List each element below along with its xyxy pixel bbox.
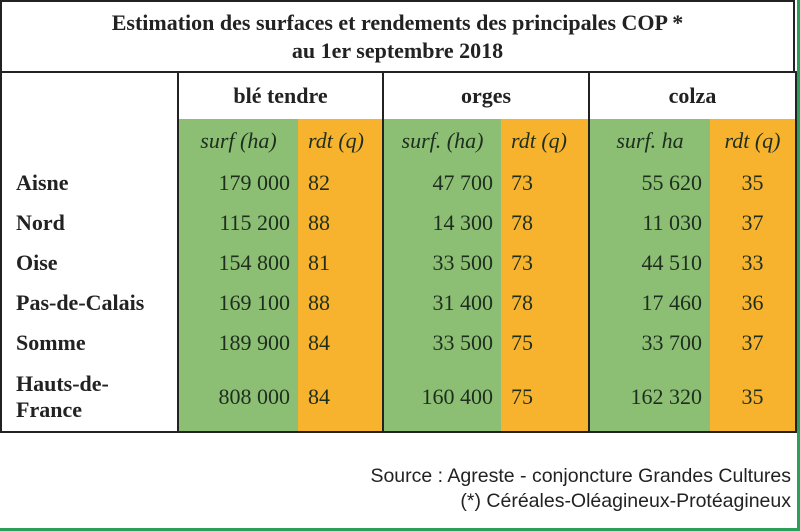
ble-surf-cell: 115 200 xyxy=(177,203,298,243)
ble-surf-cell: 808 000 xyxy=(177,363,298,433)
orges-surf-cell: 14 300 xyxy=(382,203,501,243)
ble-surf-header: surf (ha) xyxy=(177,119,298,163)
orges-surf-cell: 33 500 xyxy=(382,243,501,283)
colza-rdt-cell: 36 xyxy=(710,283,797,323)
colza-surf-header: surf. ha xyxy=(588,119,710,163)
table-row: Somme 189 900 84 33 500 75 33 700 37 xyxy=(0,323,797,363)
orges-rdt-cell: 75 xyxy=(501,363,589,433)
orges-surf-cell: 160 400 xyxy=(382,363,501,433)
region-label: Aisne xyxy=(0,163,178,203)
ble-rdt-cell: 88 xyxy=(298,203,383,243)
orges-rdt-cell: 78 xyxy=(501,283,589,323)
region-label: Hauts-de- France xyxy=(0,363,178,433)
title-line-2: au 1er septembre 2018 xyxy=(291,38,504,63)
colza-rdt-cell: 37 xyxy=(710,323,797,363)
group-ble-tendre: blé tendre xyxy=(177,71,383,119)
colza-rdt-header: rdt (q) xyxy=(710,119,797,163)
ble-rdt-cell: 84 xyxy=(298,323,383,363)
ble-rdt-cell: 88 xyxy=(298,283,383,323)
ble-surf-cell: 189 900 xyxy=(177,323,298,363)
group-colza: colza xyxy=(588,71,797,119)
table-row: Oise 154 800 81 33 500 73 44 510 33 xyxy=(0,243,797,283)
orges-surf-cell: 31 400 xyxy=(382,283,501,323)
colza-surf-cell: 11 030 xyxy=(588,203,710,243)
table-row: Aisne 179 000 82 47 700 73 55 620 35 xyxy=(0,163,797,203)
corner-cell xyxy=(0,71,179,163)
region-label: Pas-de-Calais xyxy=(0,283,178,323)
ble-rdt-cell: 84 xyxy=(298,363,383,433)
title-line-1: Estimation des surfaces et rendements de… xyxy=(111,10,684,35)
orges-rdt-cell: 75 xyxy=(501,323,589,363)
region-label: Somme xyxy=(0,323,178,363)
footer: Source : Agreste - conjoncture Grandes C… xyxy=(370,464,791,514)
orges-rdt-header: rdt (q) xyxy=(501,119,589,163)
table-row: Pas-de-Calais 169 100 88 31 400 78 17 460 36 xyxy=(0,283,797,323)
orges-surf-cell: 47 700 xyxy=(382,163,501,203)
ble-rdt-header: rdt (q) xyxy=(298,119,383,163)
colza-surf-cell: 162 320 xyxy=(588,363,710,433)
orges-rdt-cell: 73 xyxy=(501,163,589,203)
colza-rdt-cell: 37 xyxy=(710,203,797,243)
ble-surf-cell: 169 100 xyxy=(177,283,298,323)
data-table: blé tendre orges colza surf (ha) rdt (q)… xyxy=(0,71,797,433)
colza-rdt-cell: 35 xyxy=(710,163,797,203)
group-orges: orges xyxy=(382,71,589,119)
orges-surf-header: surf. (ha) xyxy=(382,119,501,163)
colza-rdt-cell: 33 xyxy=(710,243,797,283)
table-row: Nord 115 200 88 14 300 78 11 030 37 xyxy=(0,203,797,243)
ble-rdt-cell: 82 xyxy=(298,163,383,203)
colza-surf-cell: 55 620 xyxy=(588,163,710,203)
orges-surf-cell: 33 500 xyxy=(382,323,501,363)
region-label: Nord xyxy=(0,203,178,243)
colza-surf-cell: 17 460 xyxy=(588,283,710,323)
acronym-note: (*) Céréales-Oléagineux-Protéagineux xyxy=(460,490,791,512)
colza-surf-cell: 33 700 xyxy=(588,323,710,363)
table-title: Estimation des surfaces et rendements de… xyxy=(0,0,795,71)
region-label: Oise xyxy=(0,243,178,283)
colza-rdt-cell: 35 xyxy=(710,363,797,433)
ble-surf-cell: 154 800 xyxy=(177,243,298,283)
table-row: Hauts-de- France 808 000 84 160 400 75 162 320… xyxy=(0,363,797,433)
ble-surf-cell: 179 000 xyxy=(177,163,298,203)
orges-rdt-cell: 73 xyxy=(501,243,589,283)
sub-header-row: surf (ha) rdt (q) surf. (ha) rdt (q) sur… xyxy=(1,119,797,163)
source-note: Source : Agreste - conjoncture Grandes C… xyxy=(370,465,791,487)
group-header-row: blé tendre orges colza xyxy=(0,71,797,163)
colza-surf-cell: 44 510 xyxy=(588,243,710,283)
orges-rdt-cell: 78 xyxy=(501,203,589,243)
ble-rdt-cell: 81 xyxy=(298,243,383,283)
